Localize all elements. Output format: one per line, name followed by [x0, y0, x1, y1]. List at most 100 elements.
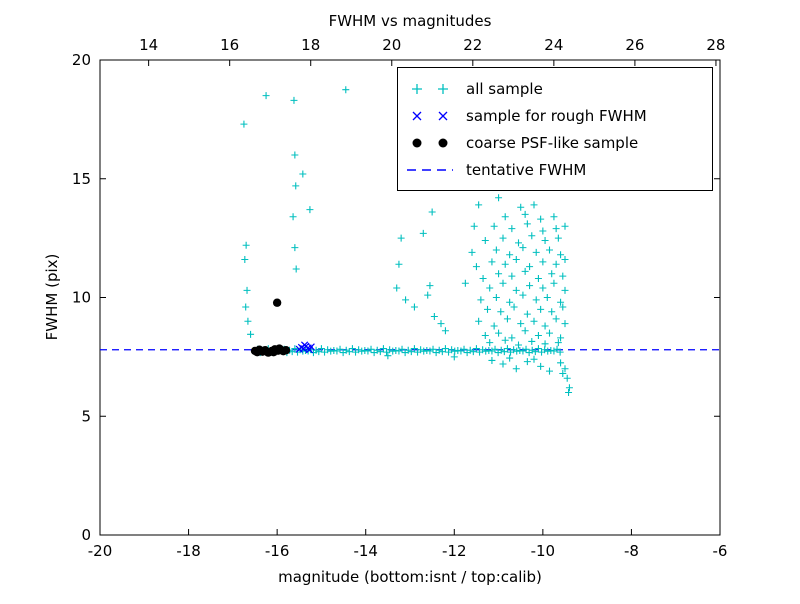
data-point-plus	[539, 227, 547, 235]
data-point-plus	[521, 210, 529, 218]
data-point-plus	[429, 345, 437, 353]
data-point-plus	[386, 346, 394, 354]
data-point-plus	[530, 201, 538, 209]
data-point-plus	[559, 303, 567, 311]
data-point-plus	[404, 346, 412, 354]
legend-label-rough-fwhm: sample for rough FWHM	[466, 106, 647, 125]
tick-label: 5	[81, 407, 91, 425]
data-point-plus	[410, 345, 418, 353]
data-point-plus	[475, 201, 483, 209]
data-point-plus	[501, 336, 509, 344]
data-point-plus	[420, 347, 428, 355]
dashed-line-icon	[407, 168, 453, 171]
data-point-plus	[437, 320, 445, 328]
data-point-plus	[548, 308, 556, 316]
data-point-plus	[526, 263, 534, 271]
data-point-plus	[534, 332, 542, 339]
legend: all sample sample for rough FWHM coarse …	[397, 67, 713, 191]
data-point-plus	[426, 347, 434, 355]
data-point-plus	[402, 296, 410, 304]
data-point-plus	[561, 320, 569, 328]
data-point-plus	[430, 313, 438, 320]
legend-label-tentative-fwhm: tentative FWHM	[466, 160, 587, 179]
data-point-plus	[240, 120, 248, 128]
data-point-plus	[395, 347, 403, 355]
data-point-plus	[457, 347, 465, 355]
data-point-plus	[541, 346, 549, 354]
data-point-plus	[563, 374, 571, 382]
tick-label: 10	[72, 289, 91, 307]
data-point-plus	[484, 305, 491, 313]
data-point-x	[307, 343, 315, 351]
data-point-plus	[492, 246, 500, 254]
data-point-plus	[512, 286, 520, 294]
data-point-plus	[499, 234, 507, 242]
data-point-plus	[523, 310, 531, 318]
data-point-plus	[428, 208, 436, 216]
data-point-plus	[290, 96, 298, 104]
data-point-plus	[482, 347, 490, 355]
tick-label: 18	[301, 36, 320, 54]
data-point-plus	[503, 345, 511, 353]
data-point-plus	[490, 222, 498, 230]
data-point-plus	[561, 256, 569, 263]
data-point-plus	[541, 340, 549, 348]
data-point-plus	[506, 298, 514, 306]
data-point-plus	[552, 260, 560, 268]
data-point-plus	[523, 220, 531, 228]
data-point-plus	[508, 334, 516, 342]
data-point-plus	[510, 346, 518, 354]
tick-label: -12	[442, 542, 467, 560]
legend-item-tentative-fwhm: tentative FWHM	[404, 156, 706, 183]
legend-label-all-sample: all sample	[466, 79, 543, 98]
data-point-plus	[486, 284, 494, 292]
data-point-plus	[395, 260, 403, 268]
data-point-plus	[367, 345, 375, 353]
data-point-plus	[242, 303, 250, 311]
data-point-plus	[519, 347, 527, 355]
data-point-plus	[410, 303, 418, 311]
data-point-plus	[486, 339, 494, 347]
y-axis-label: FWHM (pix)	[43, 254, 61, 341]
data-point-plus	[557, 334, 565, 342]
legend-item-all-sample: all sample	[404, 75, 706, 102]
data-point-plus	[554, 234, 562, 242]
data-point-plus	[355, 346, 363, 354]
data-point-plus	[512, 256, 520, 263]
data-point-plus	[546, 246, 553, 254]
tick-label: -6	[713, 542, 728, 560]
data-point-plus	[247, 330, 255, 338]
data-point-plus	[481, 237, 489, 244]
data-point-plus	[479, 346, 487, 354]
data-point-plus	[472, 263, 480, 271]
data-point-plus	[468, 248, 476, 256]
data-point-plus	[499, 360, 507, 368]
data-point-plus	[543, 294, 551, 301]
data-point-plus	[397, 234, 405, 242]
data-point-plus	[393, 284, 401, 292]
data-point-plus	[492, 294, 500, 301]
data-point-plus	[550, 279, 558, 287]
data-point-plus	[450, 353, 458, 361]
data-point-plus	[384, 352, 392, 360]
data-point-plus	[510, 303, 518, 311]
data-point-plus	[441, 345, 449, 353]
data-point-plus	[541, 237, 549, 244]
data-point-plus	[506, 251, 514, 259]
data-point-plus	[333, 347, 341, 355]
data-point-plus	[376, 348, 384, 356]
tick-label: 20	[72, 51, 91, 69]
legend-item-psf-sample: coarse PSF-like sample	[404, 129, 706, 156]
data-point-plus	[561, 286, 569, 294]
data-point-plus	[534, 345, 542, 353]
data-point-plus	[554, 339, 562, 347]
data-point-plus	[532, 248, 540, 256]
data-point-plus	[336, 345, 344, 353]
data-point-plus	[548, 270, 556, 278]
data-point-plus	[557, 251, 565, 259]
data-point-plus	[565, 389, 573, 396]
data-point-plus	[559, 272, 567, 280]
data-point-plus	[292, 182, 300, 190]
data-point-plus	[448, 346, 456, 354]
tick-label: -18	[176, 542, 201, 560]
